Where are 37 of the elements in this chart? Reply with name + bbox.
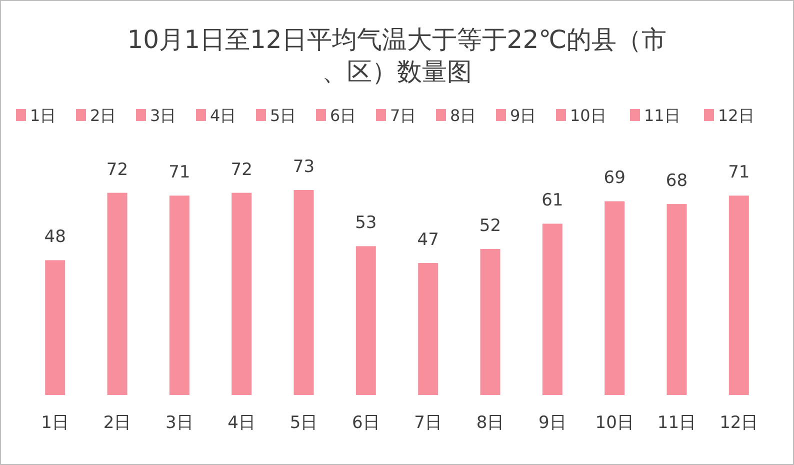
legend-label: 6日 <box>330 106 356 125</box>
x-tick-label: 8日 <box>476 413 504 433</box>
data-label: 53 <box>355 213 377 234</box>
x-tick-label: 12日 <box>720 413 758 433</box>
data-label: 69 <box>604 168 626 188</box>
data-label: 52 <box>479 216 502 236</box>
legend-label: 1日 <box>30 106 56 125</box>
x-tick-label: 11日 <box>657 413 696 433</box>
legend-label: 7日 <box>390 106 416 125</box>
data-label: 71 <box>728 162 750 183</box>
legend-label: 2日 <box>90 106 116 125</box>
data-label: 68 <box>666 171 688 192</box>
x-tick-label: 3日 <box>166 413 194 433</box>
chart-title: 10月1日至12日平均气温大于等于22℃的县（市、区）数量图 <box>127 25 667 86</box>
legend-label: 9日 <box>510 106 536 125</box>
x-tick-label: 4日 <box>228 413 256 433</box>
data-label: 47 <box>417 230 439 250</box>
legend-label: 11日 <box>644 106 680 125</box>
x-tick-label: 1日 <box>41 413 69 433</box>
legend-label: 4日 <box>210 106 236 125</box>
x-tick-label: 10日 <box>595 413 634 433</box>
x-tick-label: 9日 <box>538 413 566 433</box>
x-tick-label: 7日 <box>414 413 442 433</box>
legend-label: 10日 <box>570 106 606 125</box>
data-label: 72 <box>230 160 252 180</box>
data-label: 71 <box>168 162 190 183</box>
legend-label: 3日 <box>150 106 176 125</box>
x-tick-label: 5日 <box>290 413 318 433</box>
legend-label: 5日 <box>270 106 296 125</box>
legend-label: 8日 <box>450 106 476 125</box>
x-tick-label: 6日 <box>352 413 380 433</box>
data-label: 72 <box>106 160 128 180</box>
data-label: 48 <box>44 227 66 248</box>
data-label: 73 <box>292 157 315 177</box>
x-tick-label: 2日 <box>103 413 132 433</box>
legend-label: 12日 <box>718 106 754 125</box>
data-label: 61 <box>542 190 564 211</box>
